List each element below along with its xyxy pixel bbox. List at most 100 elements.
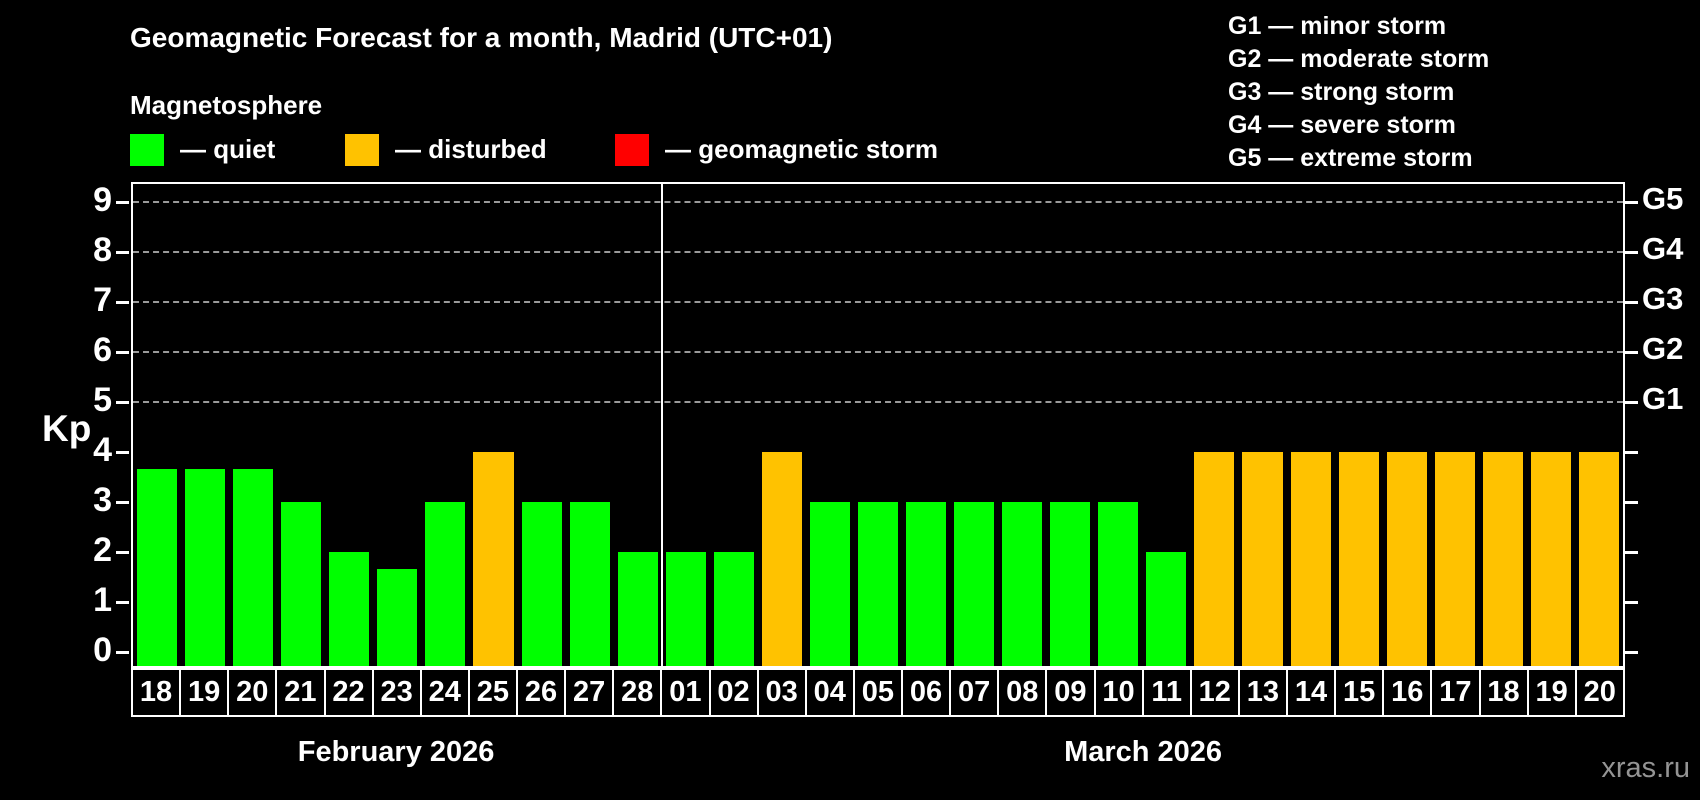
date-label: 17 [1430, 668, 1481, 717]
gridline-kp9 [133, 201, 1623, 203]
kp-tick-mark-right [1625, 601, 1638, 604]
gridline-kp7 [133, 301, 1623, 303]
date-label: 07 [949, 668, 1000, 717]
kp-bar [521, 502, 562, 666]
date-label: 09 [1045, 668, 1096, 717]
kp-bar [473, 452, 514, 666]
kp-tick-mark-left [116, 201, 129, 204]
gridline-kp8 [133, 251, 1623, 253]
disturbed-color-swatch [345, 133, 379, 166]
kp-bar [1434, 452, 1475, 666]
date-label: 06 [901, 668, 952, 717]
kp-bar [329, 552, 370, 666]
date-label: 13 [1237, 668, 1288, 717]
kp-tick-mark-left [116, 401, 129, 404]
date-label: 23 [371, 668, 422, 717]
watermark: xras.ru [1601, 752, 1690, 784]
kp-bar [569, 502, 610, 666]
kp-bar [617, 552, 658, 666]
date-label: 12 [1189, 668, 1240, 717]
date-label: 19 [1526, 668, 1577, 717]
kp-bar [761, 452, 802, 666]
kp-bar [1002, 502, 1043, 666]
date-label: 20 [1574, 668, 1625, 717]
kp-bar [1242, 452, 1283, 666]
kp-bar [281, 502, 322, 666]
kp-tick-label: 0 [93, 631, 112, 669]
kp-tick-label: 9 [93, 181, 112, 219]
kp-bar [1290, 452, 1331, 666]
legend-label-disturbed: — disturbed [395, 134, 547, 164]
kp-tick-mark-left [116, 651, 129, 654]
kp-bar [906, 502, 947, 666]
gridline-kp5 [133, 401, 1623, 403]
kp-tick-mark-left [116, 501, 129, 504]
quiet-color-swatch [130, 133, 164, 166]
kp-tick-mark-right [1625, 501, 1638, 504]
kp-bar [377, 568, 418, 666]
kp-tick-mark-right [1625, 551, 1638, 554]
kp-bar [1386, 452, 1427, 666]
kp-bar [1338, 452, 1379, 666]
kp-bar [665, 552, 706, 666]
date-label: 21 [275, 668, 326, 717]
date-label: 28 [612, 668, 663, 717]
kp-tick-mark-right [1625, 251, 1638, 254]
kp-tick-mark-right [1625, 651, 1638, 654]
kp-bar [1146, 552, 1187, 666]
date-label: 03 [756, 668, 807, 717]
storm-color-swatch [615, 133, 649, 166]
kp-tick-mark-right [1625, 201, 1638, 204]
kp-bar [137, 468, 178, 666]
kp-tick-label: 4 [93, 431, 112, 469]
date-label: 02 [708, 668, 759, 717]
kp-bar [954, 502, 995, 666]
kp-tick-label: 1 [93, 581, 112, 619]
legend-label-storm: — geomagnetic storm [665, 134, 939, 164]
g-tick-label-g3: G3 [1642, 281, 1684, 316]
legend-label-quiet: — quiet [180, 134, 276, 164]
g-tick-label-g2: G2 [1642, 331, 1684, 366]
kp-bar [1194, 452, 1235, 666]
kp-bar [1530, 452, 1571, 666]
kp-tick-label: 6 [93, 331, 112, 369]
date-label: 25 [467, 668, 518, 717]
legend-item-quiet: — quiet [130, 133, 275, 166]
month-label: March 2026 [1064, 736, 1223, 768]
magnetosphere-label: Magnetosphere [130, 90, 323, 120]
g-tick-label-g4: G4 [1642, 231, 1684, 266]
date-label: 11 [1141, 668, 1192, 717]
kp-bar [1578, 452, 1619, 666]
date-label: 20 [227, 668, 278, 717]
kp-tick-mark-right [1625, 301, 1638, 304]
kp-bar [233, 468, 274, 666]
g-scale-line-g1: G1 — minor storm [1228, 12, 1447, 40]
kp-tick-label: 8 [93, 231, 112, 269]
g-scale-line-g4: G4 — severe storm [1228, 111, 1456, 139]
date-axis: 18 19 20 21 22 23 24 25 26 27 28 01 02 03 04 05 06 07 08 09… [131, 668, 1625, 717]
date-label: 26 [516, 668, 567, 717]
date-label: 01 [660, 668, 711, 717]
kp-bar [185, 468, 226, 666]
kp-tick-mark-left [116, 601, 129, 604]
kp-tick-label: 2 [93, 531, 112, 569]
g-tick-label-g5: G5 [1642, 181, 1684, 216]
date-label: 10 [1093, 668, 1144, 717]
g-scale-line-g5: G5 — extreme storm [1228, 144, 1473, 172]
kp-bar [1482, 452, 1523, 666]
date-label: 04 [804, 668, 855, 717]
kp-tick-mark-right [1625, 451, 1638, 454]
date-label: 05 [852, 668, 903, 717]
plot-area [131, 182, 1625, 668]
kp-bar [713, 552, 754, 666]
kp-axis-title: Kp [42, 408, 92, 449]
month-label: February 2026 [297, 736, 495, 768]
legend-item-storm: — geomagnetic storm [615, 133, 938, 166]
kp-tick-label: 3 [93, 481, 112, 519]
date-label: 15 [1334, 668, 1385, 717]
kp-bar [1050, 502, 1091, 666]
kp-tick-mark-left [116, 301, 129, 304]
kp-tick-mark-left [116, 551, 129, 554]
date-label: 19 [179, 668, 230, 717]
